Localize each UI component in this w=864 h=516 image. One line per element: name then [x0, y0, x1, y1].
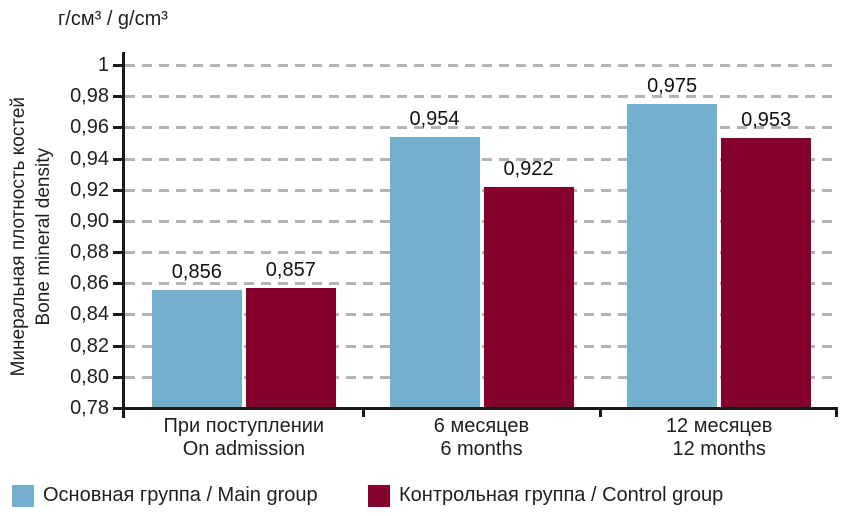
y-tick-mark — [113, 282, 122, 286]
legend-item-main-group: Основная группа / Main group — [12, 484, 318, 507]
y-tick-label: 0,96 — [70, 116, 109, 139]
x-category-label-ru: При поступлении — [163, 415, 325, 437]
gridline — [125, 95, 838, 99]
legend-swatch-main-group — [12, 484, 34, 507]
gridline — [125, 126, 838, 130]
y-tick-mark — [113, 407, 122, 410]
gridline — [125, 282, 838, 286]
gridline — [125, 188, 838, 192]
y-tick-label: 0,88 — [70, 241, 109, 264]
y-axis-unit-label: г/см³ / g/cm³ — [58, 8, 168, 30]
bar-series-0-cat-1 — [389, 136, 480, 407]
legend-label-main-group: Основная группа / Main group — [43, 484, 318, 506]
bar-series-1-cat-1 — [483, 186, 574, 407]
bar-series-1-cat-0 — [245, 287, 336, 407]
y-tick-label: 0,94 — [70, 147, 109, 170]
y-axis-title-en: Bone mineral density — [33, 147, 54, 326]
y-tick-label: 0,86 — [70, 272, 109, 295]
y-tick-label: 0,84 — [70, 303, 109, 326]
y-tick-mark — [113, 219, 122, 223]
legend-label-control-group: Контрольная группа / Control group — [399, 484, 724, 506]
y-tick-mark — [113, 126, 122, 130]
y-axis-line — [122, 52, 125, 418]
legend-swatch-control-group — [368, 484, 390, 507]
bar-series-0-cat-2 — [627, 103, 718, 407]
gridline — [125, 375, 838, 379]
x-category-label-ru: 6 месяцев — [433, 415, 530, 437]
y-tick-mark — [113, 375, 122, 379]
bar-value-label: 0,975 — [647, 74, 698, 97]
x-tick-mark — [599, 408, 603, 417]
y-tick-label: 1 — [97, 54, 109, 76]
y-tick-mark — [113, 344, 122, 348]
gridline — [125, 219, 838, 223]
x-axis-line — [121, 407, 838, 410]
x-category-label: При поступлении On admission — [125, 415, 363, 461]
y-tick-label: 0,92 — [70, 178, 109, 201]
bar-value-label: 0,953 — [741, 109, 792, 132]
gridline — [125, 157, 838, 161]
gridline — [125, 64, 838, 67]
x-category-label-ru: 12 месяцев — [665, 415, 773, 437]
gridline — [125, 251, 838, 255]
y-tick-mark — [113, 188, 122, 192]
y-tick-label: 0,82 — [70, 334, 109, 357]
legend-item-control-group: Контрольная группа / Control group — [368, 484, 723, 507]
x-tick-mark — [835, 408, 838, 417]
bar-value-label: 0,954 — [409, 107, 460, 130]
bar-series-1-cat-2 — [721, 138, 812, 407]
y-tick-mark — [113, 157, 122, 161]
y-tick-mark — [113, 251, 122, 255]
x-category-label: 6 месяцев 6 months — [363, 415, 601, 461]
y-tick-mark — [113, 64, 122, 67]
x-category-label-en: 6 months — [440, 438, 523, 460]
plot-area: 1 0,98 0,96 0,94 0,92 0,90 0,88 0,86 0,84 0,82 0,8… — [70, 52, 838, 460]
bar-value-label: 0,922 — [503, 157, 554, 180]
y-tick-mark — [113, 313, 122, 317]
legend: Основная группа / Main group Контрольная… — [0, 484, 864, 510]
y-tick-label: 0,80 — [70, 365, 109, 388]
bar-value-label: 0,857 — [265, 258, 316, 281]
bar-series-0-cat-0 — [151, 289, 242, 407]
x-category-label-en: On admission — [182, 438, 305, 460]
gridline — [125, 344, 838, 348]
x-category-label-en: 12 months — [672, 438, 766, 460]
x-tick-mark — [361, 408, 365, 417]
bar-value-label: 0,856 — [171, 260, 222, 283]
x-category-label: 12 месяцев 12 months — [600, 415, 838, 461]
y-tick-label: 0,98 — [70, 85, 109, 108]
y-tick-mark — [113, 95, 122, 99]
gridline — [125, 313, 838, 317]
y-tick-label: 0,78 — [70, 397, 109, 419]
y-tick-label: 0,90 — [70, 209, 109, 232]
